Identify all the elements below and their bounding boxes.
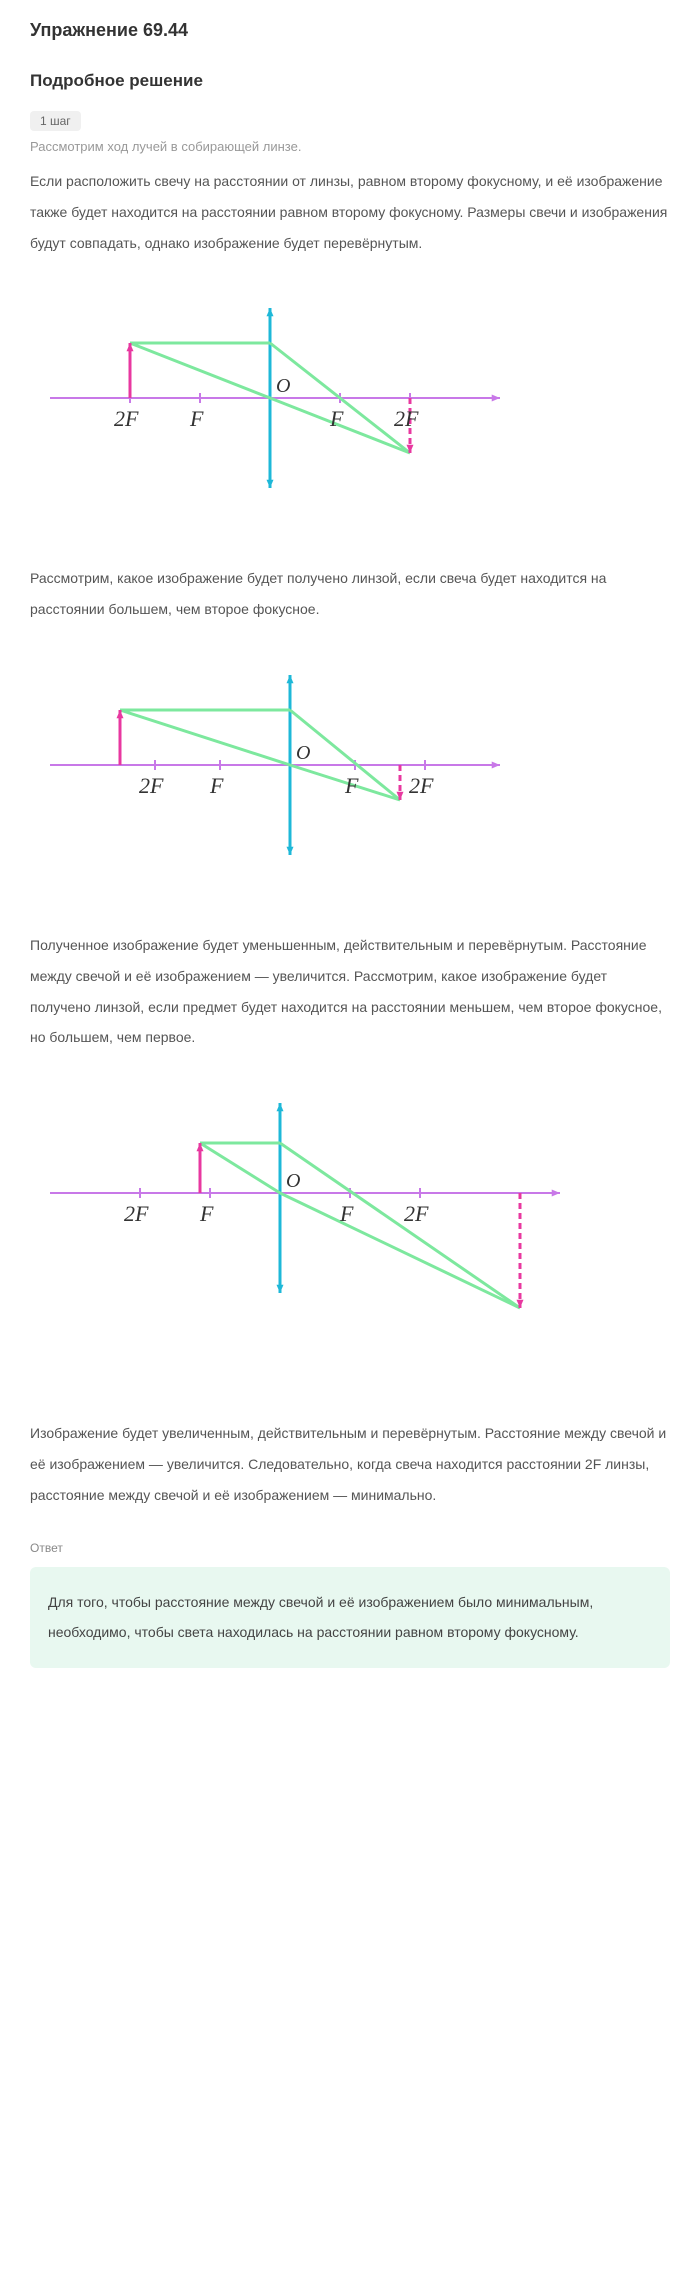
paragraph-1: Если расположить свечу на расстоянии от … xyxy=(30,166,670,258)
diagram-3: O F 2F F 2F xyxy=(30,1083,670,1368)
svg-text:2F: 2F xyxy=(404,1201,429,1226)
svg-text:2F: 2F xyxy=(114,406,139,431)
step-badge: 1 шаг xyxy=(30,111,81,131)
page-title: Упражнение 69.44 xyxy=(30,20,670,41)
svg-text:F: F xyxy=(199,1201,214,1226)
svg-text:F: F xyxy=(339,1201,354,1226)
diagram-1: O F 2F F 2F xyxy=(30,288,670,513)
svg-text:2F: 2F xyxy=(409,773,434,798)
svg-text:O: O xyxy=(286,1170,300,1192)
answer-label: Ответ xyxy=(30,1541,670,1555)
paragraph-4: Изображение будет увеличенным, действите… xyxy=(30,1418,670,1510)
paragraph-3: Полученное изображение будет уменьшенным… xyxy=(30,930,670,1053)
answer-box: Для того, чтобы расстояние между свечой … xyxy=(30,1567,670,1669)
svg-text:2F: 2F xyxy=(124,1201,149,1226)
step-description: Рассмотрим ход лучей в собирающей линзе. xyxy=(30,139,670,154)
svg-text:O: O xyxy=(296,742,310,764)
svg-text:2F: 2F xyxy=(394,406,419,431)
svg-text:F: F xyxy=(329,406,344,431)
svg-text:F: F xyxy=(189,406,204,431)
svg-text:F: F xyxy=(344,773,359,798)
paragraph-2: Рассмотрим, какое изображение будет полу… xyxy=(30,563,670,625)
section-subtitle: Подробное решение xyxy=(30,71,670,91)
svg-text:O: O xyxy=(276,375,290,397)
svg-text:2F: 2F xyxy=(139,773,164,798)
svg-text:F: F xyxy=(209,773,224,798)
diagram-2: O F 2F F 2F xyxy=(30,655,670,880)
